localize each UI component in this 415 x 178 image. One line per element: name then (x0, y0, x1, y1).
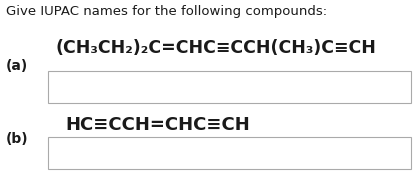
Text: Give IUPAC names for the following compounds:: Give IUPAC names for the following compo… (6, 5, 327, 18)
Text: (CH₃CH₂)₂C=CHC≡CCH(CH₃)C≡CH: (CH₃CH₂)₂C=CHC≡CCH(CH₃)C≡CH (55, 39, 376, 57)
FancyBboxPatch shape (48, 137, 411, 169)
Text: (b): (b) (6, 132, 29, 146)
Text: HC≡CCH=CHC≡CH: HC≡CCH=CHC≡CH (65, 116, 250, 134)
FancyBboxPatch shape (48, 71, 411, 103)
Text: (a): (a) (6, 59, 29, 73)
